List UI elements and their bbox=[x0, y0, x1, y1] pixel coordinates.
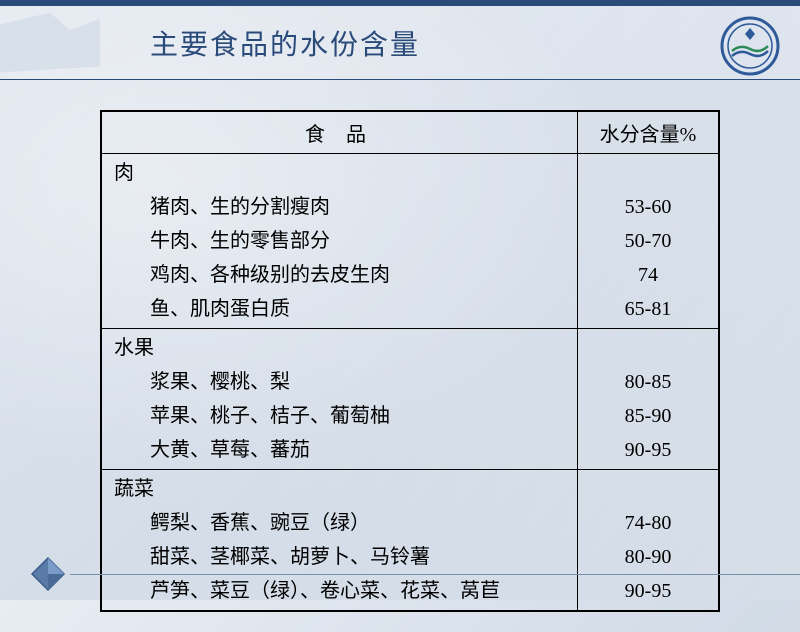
food-name: 大黄、草莓、蕃茄 bbox=[101, 433, 578, 470]
food-value: 53-60 bbox=[578, 190, 719, 224]
food-value: 74 bbox=[578, 258, 719, 292]
table-row: 大黄、草莓、蕃茄90-95 bbox=[101, 433, 719, 470]
category-row: 蔬菜 bbox=[101, 470, 719, 507]
food-name: 猪肉、生的分割瘦肉 bbox=[101, 190, 578, 224]
food-value: 80-90 bbox=[578, 540, 719, 574]
table-row: 鸡肉、各种级别的去皮生肉74 bbox=[101, 258, 719, 292]
food-name: 甜菜、茎椰菜、胡萝卜、马铃薯 bbox=[101, 540, 578, 574]
header-bar: 主要食品的水份含量 bbox=[0, 0, 800, 80]
content-area: 食 品 水分含量% 肉 猪肉、生的分割瘦肉53-60 牛肉、生的零售部分50-7… bbox=[0, 80, 800, 632]
water-content-table: 食 品 水分含量% 肉 猪肉、生的分割瘦肉53-60 牛肉、生的零售部分50-7… bbox=[100, 110, 720, 612]
food-name: 鸡肉、各种级别的去皮生肉 bbox=[101, 258, 578, 292]
table-row: 芦笋、菜豆（绿）、卷心菜、花菜、莴苣90-95 bbox=[101, 574, 719, 611]
food-value: 80-85 bbox=[578, 365, 719, 399]
col-header-food: 食 品 bbox=[101, 111, 578, 154]
table-body: 肉 猪肉、生的分割瘦肉53-60 牛肉、生的零售部分50-70 鸡肉、各种级别的… bbox=[101, 154, 719, 612]
table-row: 鱼、肌肉蛋白质65-81 bbox=[101, 292, 719, 329]
food-name: 芦笋、菜豆（绿）、卷心菜、花菜、莴苣 bbox=[101, 574, 578, 611]
food-value: 90-95 bbox=[578, 433, 719, 470]
category-label: 蔬菜 bbox=[101, 470, 578, 507]
food-value: 90-95 bbox=[578, 574, 719, 611]
table-row: 猪肉、生的分割瘦肉53-60 bbox=[101, 190, 719, 224]
food-value: 74-80 bbox=[578, 506, 719, 540]
category-row: 肉 bbox=[101, 154, 719, 191]
category-row: 水果 bbox=[101, 329, 719, 366]
food-name: 牛肉、生的零售部分 bbox=[101, 224, 578, 258]
food-name: 浆果、樱桃、梨 bbox=[101, 365, 578, 399]
table-row: 甜菜、茎椰菜、胡萝卜、马铃薯80-90 bbox=[101, 540, 719, 574]
table-row: 苹果、桃子、桔子、葡萄柚85-90 bbox=[101, 399, 719, 433]
table-row: 牛肉、生的零售部分50-70 bbox=[101, 224, 719, 258]
food-value: 50-70 bbox=[578, 224, 719, 258]
diamond-icon bbox=[30, 556, 66, 592]
table-row: 鳄梨、香蕉、豌豆（绿）74-80 bbox=[101, 506, 719, 540]
food-name: 鱼、肌肉蛋白质 bbox=[101, 292, 578, 329]
col-header-water: 水分含量% bbox=[578, 111, 719, 154]
page-title: 主要食品的水份含量 bbox=[150, 23, 420, 63]
category-label: 肉 bbox=[101, 154, 578, 191]
food-value: 65-81 bbox=[578, 292, 719, 329]
food-name: 苹果、桃子、桔子、葡萄柚 bbox=[101, 399, 578, 433]
category-label: 水果 bbox=[101, 329, 578, 366]
university-logo-icon bbox=[720, 16, 780, 76]
table-row: 浆果、樱桃、梨80-85 bbox=[101, 365, 719, 399]
footer-divider bbox=[70, 574, 800, 575]
table-header-row: 食 品 水分含量% bbox=[101, 111, 719, 154]
food-name: 鳄梨、香蕉、豌豆（绿） bbox=[101, 506, 578, 540]
food-value: 85-90 bbox=[578, 399, 719, 433]
